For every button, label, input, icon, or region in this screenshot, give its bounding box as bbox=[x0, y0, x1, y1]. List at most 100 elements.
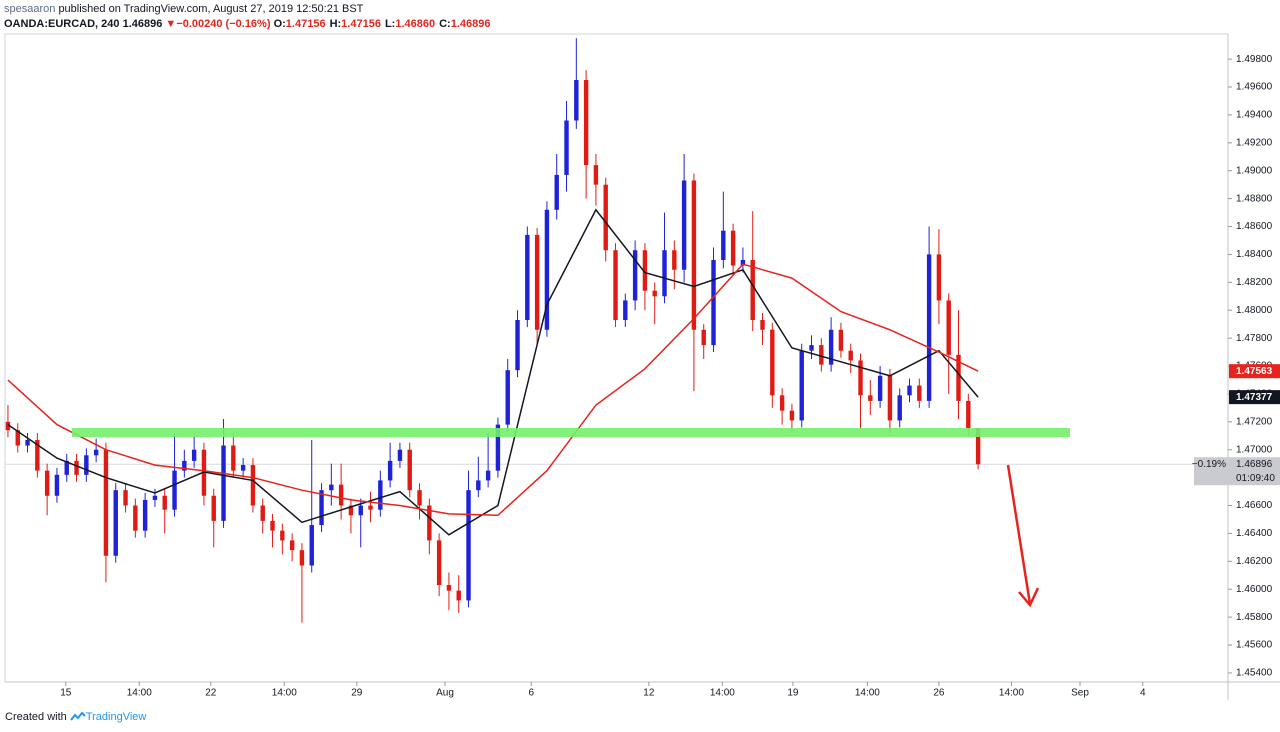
candle-body bbox=[378, 480, 383, 510]
y-tick-label: 1.45400 bbox=[1236, 668, 1273, 679]
last-price-label: 1.46896 bbox=[1236, 459, 1273, 470]
x-tick-label: Sep bbox=[1071, 688, 1089, 699]
x-tick-label: 6 bbox=[528, 688, 534, 699]
footer: Created with TradingView bbox=[5, 711, 146, 723]
candle-body bbox=[623, 300, 628, 320]
last-price-change: −0.19% bbox=[1192, 459, 1226, 470]
candle-body bbox=[319, 490, 324, 526]
axis-layer: 1.45400 1.45600 1.45800 1.46000 1.46200 1.464… bbox=[60, 54, 1280, 699]
candle-body bbox=[740, 259, 746, 266]
candle-body bbox=[946, 300, 951, 355]
candle-body bbox=[760, 319, 765, 330]
candle-body bbox=[44, 470, 50, 496]
candle-body bbox=[309, 525, 314, 566]
ohlc-key: O: bbox=[273, 18, 286, 30]
x-tick-label: Aug bbox=[436, 688, 454, 699]
candle-body bbox=[750, 259, 755, 320]
candle-body bbox=[84, 455, 89, 475]
y-tick-label: 1.49400 bbox=[1236, 110, 1273, 121]
candle-body bbox=[407, 449, 412, 491]
candle-body bbox=[907, 385, 912, 396]
brand[interactable]: TradingView bbox=[85, 711, 147, 723]
candle-body bbox=[868, 395, 873, 401]
candle-body bbox=[93, 449, 99, 456]
candle-body bbox=[662, 250, 667, 297]
candle-body bbox=[770, 329, 775, 396]
candle-body bbox=[5, 421, 11, 431]
candle-body bbox=[446, 585, 452, 591]
candle-body bbox=[495, 424, 501, 471]
candle-body bbox=[574, 80, 579, 121]
candle-body bbox=[642, 250, 648, 291]
candle-body bbox=[858, 360, 863, 396]
candle-body bbox=[730, 230, 736, 266]
ohlc-value: 1.47156 bbox=[341, 18, 381, 30]
candle-body bbox=[681, 180, 687, 270]
candle-body bbox=[789, 410, 795, 421]
ohlc-key: C: bbox=[439, 18, 451, 30]
x-tick-label: 26 bbox=[933, 688, 945, 699]
y-tick-label: 1.48800 bbox=[1236, 193, 1273, 204]
candle-body bbox=[397, 449, 403, 461]
candle-body bbox=[329, 484, 334, 491]
candle-body bbox=[897, 395, 902, 421]
x-tick-label: 14:00 bbox=[272, 688, 297, 699]
y-tick-label: 1.48400 bbox=[1236, 249, 1273, 260]
ohlc-key: L: bbox=[384, 18, 396, 30]
last-price-box bbox=[1194, 457, 1280, 486]
arrow: ▼ bbox=[165, 18, 177, 30]
x-tick-label: 29 bbox=[351, 688, 363, 699]
y-tick-label: 1.49000 bbox=[1236, 165, 1273, 176]
y-tick-label: 1.47200 bbox=[1236, 416, 1273, 427]
candle-body bbox=[877, 375, 883, 401]
candle-body bbox=[691, 180, 697, 330]
candle-body bbox=[35, 439, 40, 471]
y-tick-label: 1.49600 bbox=[1236, 82, 1273, 93]
candle-body bbox=[838, 329, 844, 351]
candle-body bbox=[613, 250, 618, 320]
x-tick-label: 15 bbox=[60, 688, 72, 699]
y-tick-label: 1.49200 bbox=[1236, 137, 1273, 148]
candle-body bbox=[564, 120, 569, 175]
y-tick-label: 1.48600 bbox=[1236, 221, 1273, 232]
candle-body bbox=[554, 174, 559, 210]
y-tick-label: 1.46000 bbox=[1236, 584, 1273, 595]
moving-average bbox=[7, 208, 979, 536]
y-tick-label: 1.46600 bbox=[1236, 500, 1273, 511]
candle-body bbox=[250, 465, 256, 506]
created: Created with bbox=[5, 711, 67, 723]
y-tick-label: 1.45800 bbox=[1236, 612, 1273, 623]
candle-body bbox=[534, 234, 540, 330]
published: published on TradingView.com, August 27,… bbox=[58, 3, 364, 15]
candle-body bbox=[133, 505, 138, 531]
candle-body bbox=[593, 165, 599, 185]
candle-body bbox=[387, 460, 393, 481]
price-box bbox=[1229, 390, 1280, 405]
candle-body bbox=[544, 209, 550, 330]
candle-body bbox=[603, 184, 608, 251]
candle-body bbox=[270, 520, 275, 531]
candle-body bbox=[74, 460, 79, 475]
candle-body bbox=[721, 230, 726, 260]
y-tick-label: 1.48000 bbox=[1236, 305, 1273, 316]
candle-body bbox=[819, 345, 824, 365]
candle-body bbox=[779, 395, 785, 411]
chart: 1.45400 1.45600 1.45800 1.46000 1.46200 1.464… bbox=[4, 33, 1280, 700]
candle-body bbox=[231, 445, 236, 471]
candle-body bbox=[25, 439, 30, 446]
plot-layer bbox=[5, 38, 1228, 623]
candle-body bbox=[54, 474, 60, 496]
candle-body bbox=[15, 430, 20, 446]
change: −0.00240 (−0.16%) bbox=[176, 18, 271, 30]
support-zone bbox=[72, 428, 1070, 437]
ohlc-key: H: bbox=[329, 18, 342, 30]
x-tick-label: 14:00 bbox=[127, 688, 152, 699]
countdown: 01:09:40 bbox=[1236, 473, 1275, 484]
candle-body bbox=[936, 254, 942, 301]
candle-body bbox=[515, 319, 520, 371]
price-box-label: 1.47377 bbox=[1236, 392, 1273, 403]
candle-body bbox=[123, 490, 128, 506]
y-tick-label: 1.49800 bbox=[1236, 54, 1273, 65]
candle-body bbox=[211, 495, 216, 521]
author[interactable]: spesaaron bbox=[4, 3, 56, 15]
